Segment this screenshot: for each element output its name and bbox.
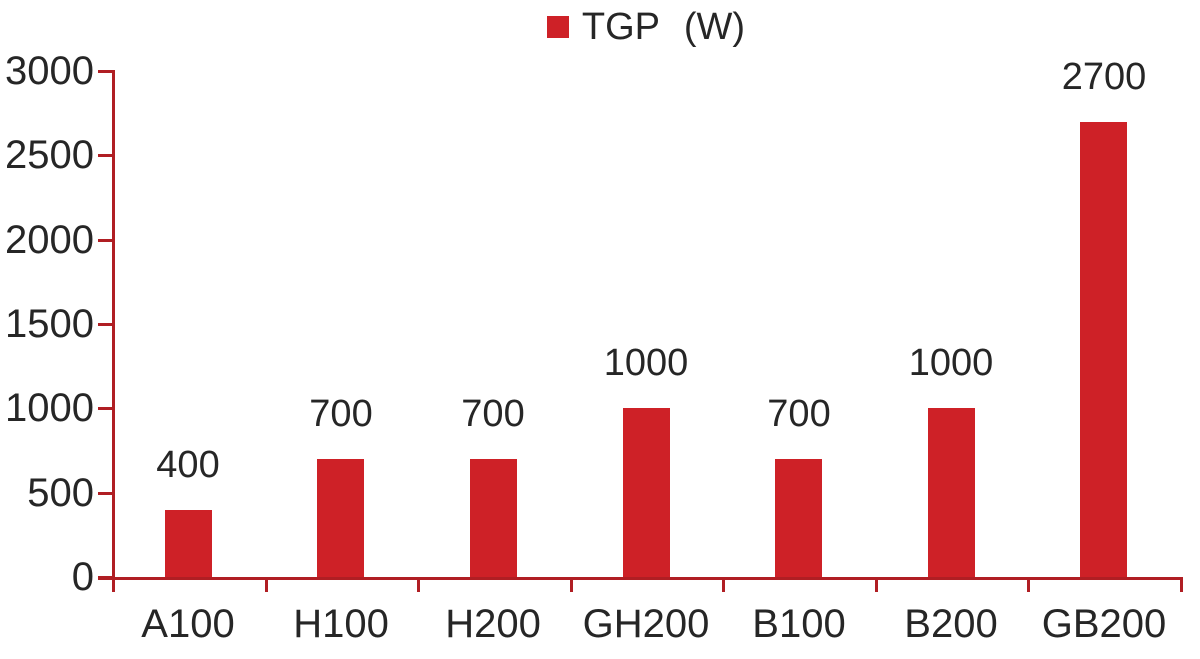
x-tick-label-h200: H200	[445, 602, 541, 646]
y-tick-3000	[98, 70, 115, 73]
y-tick-label-1000: 1000	[5, 386, 94, 431]
legend-swatch-tgp	[546, 16, 569, 38]
x-tick-label-gh200: GH200	[582, 602, 710, 646]
y-tick-0	[98, 576, 115, 579]
y-tick-2000	[98, 238, 115, 242]
x-tick-label-h100: H100	[293, 602, 389, 646]
y-axis-line	[112, 71, 115, 592]
x-tick-0	[112, 577, 115, 592]
value-label-h100: 700	[309, 393, 373, 435]
x-tick-label-b200: B200	[904, 602, 998, 646]
y-tick-label-3000: 3000	[5, 49, 94, 93]
value-label-b100: 700	[767, 393, 831, 435]
x-axis-line	[98, 577, 1183, 580]
bar-h200	[470, 459, 517, 577]
y-tick-label-500: 500	[27, 470, 94, 515]
legend: TGP (W)	[112, 6, 1180, 48]
bar-gh200	[623, 408, 670, 577]
value-label-a100: 400	[156, 444, 220, 486]
y-tick-label-1500: 1500	[5, 302, 94, 346]
x-tick-5	[874, 577, 878, 592]
y-tick-2500	[98, 154, 115, 158]
x-tick-label-b100: B100	[752, 602, 846, 646]
y-tick-1000	[98, 407, 115, 411]
x-tick-7	[1180, 577, 1183, 592]
value-label-h200: 700	[461, 393, 525, 435]
x-tick-4	[722, 577, 726, 592]
bar-h100	[317, 459, 364, 577]
x-tick-1	[264, 577, 268, 592]
bar-b200	[928, 408, 975, 577]
legend-label-tgp: TGP (W)	[581, 6, 746, 48]
y-tick-label-0: 0	[71, 555, 94, 599]
value-label-gh200: 1000	[603, 342, 689, 384]
bar-gb200	[1080, 122, 1127, 577]
x-tick-label-gb200: GB200	[1041, 602, 1167, 646]
value-label-gb200: 2700	[1061, 56, 1147, 98]
value-label-b200: 1000	[908, 342, 994, 384]
x-tick-label-a100: A100	[141, 602, 235, 646]
y-tick-label-2500: 2500	[5, 133, 94, 178]
x-tick-3	[569, 577, 573, 592]
x-tick-2	[417, 577, 421, 592]
y-tick-500	[98, 491, 115, 495]
y-tick-1500	[98, 323, 115, 326]
bar-a100	[165, 510, 212, 577]
y-tick-label-2000: 2000	[5, 217, 94, 262]
bar-b100	[775, 459, 822, 577]
x-tick-6	[1027, 577, 1031, 592]
